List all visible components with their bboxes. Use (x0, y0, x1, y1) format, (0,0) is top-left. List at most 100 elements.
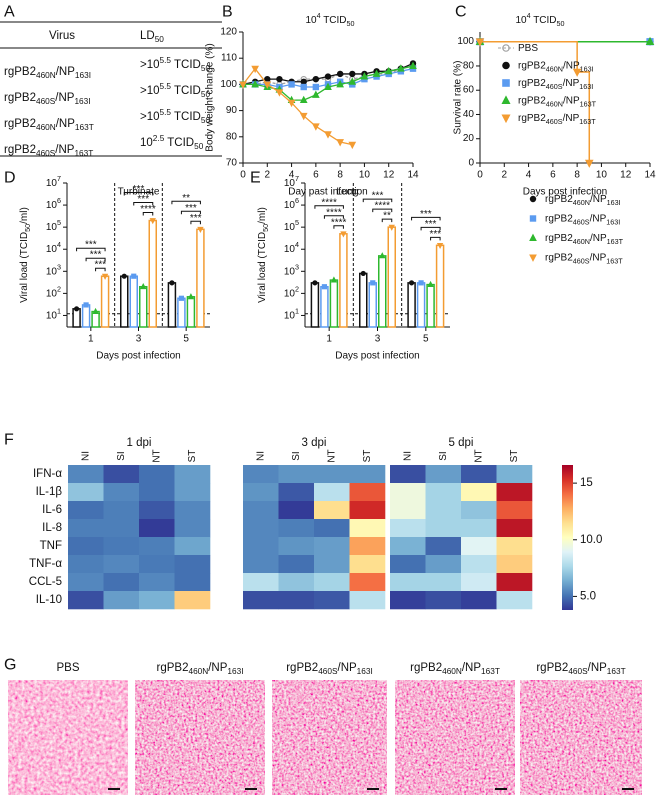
x-tick-label: 10 (359, 170, 371, 181)
histology-label-part: /NP (588, 662, 608, 674)
marker (348, 77, 357, 85)
ld50-value-part: 5.5 (160, 108, 172, 117)
y-tick-label-part: 10 (46, 200, 58, 211)
y-tick-label-part: 6 (295, 196, 299, 205)
histology-label-part: 163I (357, 667, 373, 676)
legend-label-part: 163T (580, 99, 597, 108)
marker (584, 159, 594, 168)
heat-cell (139, 519, 175, 538)
ld50-value-part: 5.5 (160, 56, 172, 65)
legend-label-part: rgPB2 (518, 95, 546, 106)
heat-cell (68, 519, 104, 538)
heat-cell (314, 483, 350, 502)
bar (435, 244, 445, 328)
virus-name-part: rgPB2 (4, 144, 36, 156)
heat-cell (349, 519, 386, 538)
marker (418, 280, 424, 286)
heat-cell (174, 465, 211, 484)
legend-label: rgPB2460S/NP163T (545, 252, 623, 265)
virus-name: rgPB2460N/NP163I (4, 66, 91, 80)
marker (360, 270, 366, 277)
virus-name-part: 163I (75, 71, 91, 80)
column-label: NI (80, 451, 91, 461)
y-tick-label: 107 (46, 174, 61, 189)
heat-cell (243, 519, 279, 538)
significance-bracket (123, 192, 154, 196)
significance-bracket (95, 267, 106, 272)
chart-title: 104 TCID50 (305, 11, 354, 28)
bar (139, 285, 148, 328)
ld50-value-part: TCID (171, 85, 201, 97)
marker (287, 99, 296, 108)
marker (572, 68, 582, 77)
y-tick-label: 106 (46, 196, 61, 211)
marker (178, 295, 185, 301)
y-tick-label: 104 (46, 240, 61, 255)
legend-label-part: 163I (579, 82, 593, 91)
marker (372, 69, 381, 77)
bar (100, 275, 110, 328)
scale-bar (622, 788, 634, 790)
chart-title-part: 50 (557, 19, 565, 28)
significance-bracket (430, 236, 441, 241)
table-header: Virus (49, 30, 75, 42)
ld50-value-part: >10 (140, 85, 160, 97)
heat-cell (68, 465, 104, 484)
histology-image (520, 680, 642, 795)
bar (186, 296, 196, 328)
table-header-part: LD (140, 30, 155, 42)
chart-title: Lung (336, 187, 358, 198)
heat-cell (174, 573, 211, 592)
heat-cell (390, 465, 426, 484)
virus-name-part: /NP (55, 144, 75, 156)
virus-name-part: 163I (74, 97, 90, 106)
marker (73, 306, 80, 312)
block-title: 5 dpi (449, 437, 474, 449)
significance-bracket (180, 210, 201, 215)
x-tick-label: 5 (423, 334, 429, 345)
x-tick-label: 14 (407, 170, 419, 181)
y-tick-label: 100 (457, 36, 474, 47)
legend-label-part: /NP (563, 95, 580, 106)
histology-image (8, 680, 128, 795)
ld50-value: 102.5 TCID50 (140, 134, 204, 151)
legend-label-part: /NP (590, 252, 607, 263)
heat-cell (314, 501, 350, 520)
y-tick-label-part: 1 (57, 306, 61, 315)
heat-cell (496, 537, 533, 556)
scale-bar (495, 788, 507, 790)
marker (529, 233, 537, 241)
marker (300, 83, 307, 91)
marker (349, 70, 356, 78)
column-label: SI (116, 451, 127, 460)
significance-label: *** (372, 191, 384, 202)
ld50-value-part: TCID (164, 137, 194, 149)
significance-bracket (333, 225, 344, 229)
significance-bracket (381, 218, 393, 223)
heat-cell (496, 483, 533, 502)
column-label: NT (473, 449, 484, 462)
significance-bracket (142, 212, 154, 216)
histology-label-part: 460S (318, 667, 338, 676)
marker (501, 114, 511, 124)
marker (502, 61, 510, 70)
ld50-value-part: 50 (201, 116, 211, 125)
chart-title-part: 10 (515, 15, 527, 26)
block-title: 3 dpi (302, 437, 327, 449)
histology-image (135, 680, 265, 795)
heat-cell (243, 537, 279, 556)
heat-cell (425, 591, 462, 610)
significance-label: *** (137, 194, 149, 205)
heat-cell (461, 537, 497, 556)
legend-label-part: /NP (590, 194, 607, 205)
marker (312, 280, 318, 286)
legend-label-part: /NP (563, 60, 580, 71)
chart-title: Turbinate (118, 187, 160, 198)
y-tick-label-part: 7 (295, 174, 299, 183)
significance-label: *** (420, 209, 432, 220)
legend-label-part: /NP (563, 78, 580, 89)
virus-name-part: 163T (75, 123, 94, 132)
legend-label-part: /NP (590, 213, 607, 224)
significance-bracket (314, 205, 344, 209)
